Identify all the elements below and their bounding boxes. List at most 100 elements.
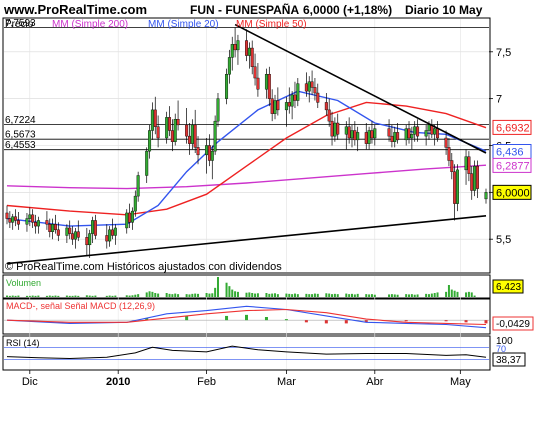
signal-line bbox=[6, 308, 487, 326]
candle-body bbox=[48, 224, 52, 232]
macd-histogram-bar bbox=[324, 320, 328, 324]
candle-body bbox=[284, 102, 288, 111]
x-tick-label: 2010 bbox=[106, 376, 130, 388]
value-box bbox=[492, 119, 532, 135]
candle-body bbox=[453, 171, 457, 204]
candle-body bbox=[467, 156, 471, 174]
volume-bar bbox=[413, 294, 416, 297]
volume-bar bbox=[430, 293, 433, 297]
value-box bbox=[492, 184, 532, 200]
volume-bar bbox=[37, 295, 40, 297]
rsi-tick-70: 70 bbox=[496, 344, 506, 354]
candle-body bbox=[390, 135, 394, 142]
value-box bbox=[492, 157, 532, 173]
candle-body bbox=[416, 126, 420, 137]
macd-lines bbox=[4, 305, 489, 329]
macd-histogram-bar bbox=[444, 320, 448, 322]
candle-body bbox=[404, 128, 408, 141]
candle-body bbox=[464, 156, 468, 171]
rsi-lines bbox=[4, 345, 489, 361]
volume-bar bbox=[31, 295, 34, 297]
candle-body bbox=[313, 87, 317, 94]
volume-bar bbox=[165, 293, 168, 297]
trendline-support bbox=[6, 215, 487, 265]
candle-body bbox=[156, 126, 160, 139]
candle-body bbox=[333, 122, 337, 137]
volume-bar bbox=[316, 293, 319, 297]
candle-body bbox=[176, 119, 180, 126]
volume-bar bbox=[34, 295, 37, 297]
x-tick-label: Dic bbox=[22, 376, 38, 388]
volume-bar bbox=[285, 293, 288, 297]
candle-body bbox=[205, 145, 209, 156]
candle-body bbox=[444, 137, 448, 148]
candle-body bbox=[11, 216, 15, 223]
volume-bar bbox=[410, 294, 413, 297]
candle-body bbox=[148, 130, 152, 152]
volume-bar bbox=[370, 294, 373, 297]
candle-body bbox=[225, 74, 229, 99]
level-label: 7,7593 bbox=[5, 18, 36, 29]
candle-body bbox=[413, 126, 417, 135]
candle-body bbox=[455, 169, 459, 204]
volume-bar bbox=[265, 293, 268, 297]
candle-body bbox=[253, 66, 257, 79]
macd-histogram-bar bbox=[145, 318, 149, 321]
volume-bar bbox=[137, 294, 140, 297]
volume-bar bbox=[470, 292, 473, 297]
volume-bar bbox=[308, 294, 311, 297]
volume-bar bbox=[436, 292, 439, 297]
candle-body bbox=[8, 218, 12, 223]
candle-body bbox=[387, 128, 391, 137]
candle-body bbox=[25, 218, 29, 225]
candle-body bbox=[185, 124, 189, 137]
volume-panel bbox=[2, 274, 491, 299]
candle-body bbox=[173, 119, 177, 142]
volume-box bbox=[492, 279, 524, 294]
candle-body bbox=[307, 81, 311, 92]
volume-bar bbox=[57, 295, 60, 297]
volume-bar bbox=[256, 293, 259, 297]
candle-body bbox=[36, 220, 40, 227]
candle-body bbox=[227, 57, 231, 75]
volume-bar bbox=[71, 295, 74, 297]
rsi-panel bbox=[2, 335, 491, 371]
x-tick-label: Abr bbox=[366, 376, 383, 388]
volume-bar bbox=[291, 294, 294, 297]
volume-bar bbox=[148, 291, 151, 297]
legend-precio: Precio bbox=[5, 19, 34, 30]
volume-bar bbox=[65, 295, 68, 297]
volume-bar bbox=[94, 295, 97, 297]
volume-bar bbox=[447, 285, 450, 297]
volume-bar bbox=[131, 295, 134, 297]
instrument-title: FUN - FUNESPAÑA bbox=[190, 2, 299, 17]
candle-body bbox=[190, 124, 194, 144]
macd-histogram-bar bbox=[484, 320, 488, 324]
volume-bar bbox=[17, 295, 20, 297]
volume-bar bbox=[268, 293, 271, 297]
volume-bar bbox=[465, 292, 468, 297]
volume-bar bbox=[114, 295, 117, 297]
candle-body bbox=[236, 40, 240, 51]
value-boxes: 6,6932 6,436 6,2877 6,0000 6.423 -0,0429 38,37 bbox=[492, 119, 534, 367]
candle-body bbox=[336, 122, 340, 135]
candle-body bbox=[56, 229, 60, 236]
rsi-tick-100: 100 bbox=[496, 336, 513, 347]
volume-bar bbox=[231, 289, 234, 297]
x-tick-label: May bbox=[450, 376, 471, 388]
level-label: 6,7224 bbox=[5, 115, 36, 126]
candle-body bbox=[85, 237, 89, 246]
candle-body bbox=[133, 195, 137, 212]
rsi-line bbox=[6, 345, 487, 360]
volume-bar bbox=[205, 293, 208, 297]
volume-bar bbox=[274, 293, 277, 297]
legend-mm20: MM (Simple 20) bbox=[148, 19, 219, 30]
volume-bar bbox=[234, 291, 237, 297]
volume-bar bbox=[416, 294, 419, 297]
candle-body bbox=[353, 130, 357, 141]
candle-body bbox=[304, 83, 308, 92]
candle-body bbox=[168, 117, 172, 131]
candle-body bbox=[310, 81, 314, 88]
candle-body bbox=[113, 227, 117, 236]
legend-mm200: MM (Simple 200) bbox=[52, 19, 128, 30]
